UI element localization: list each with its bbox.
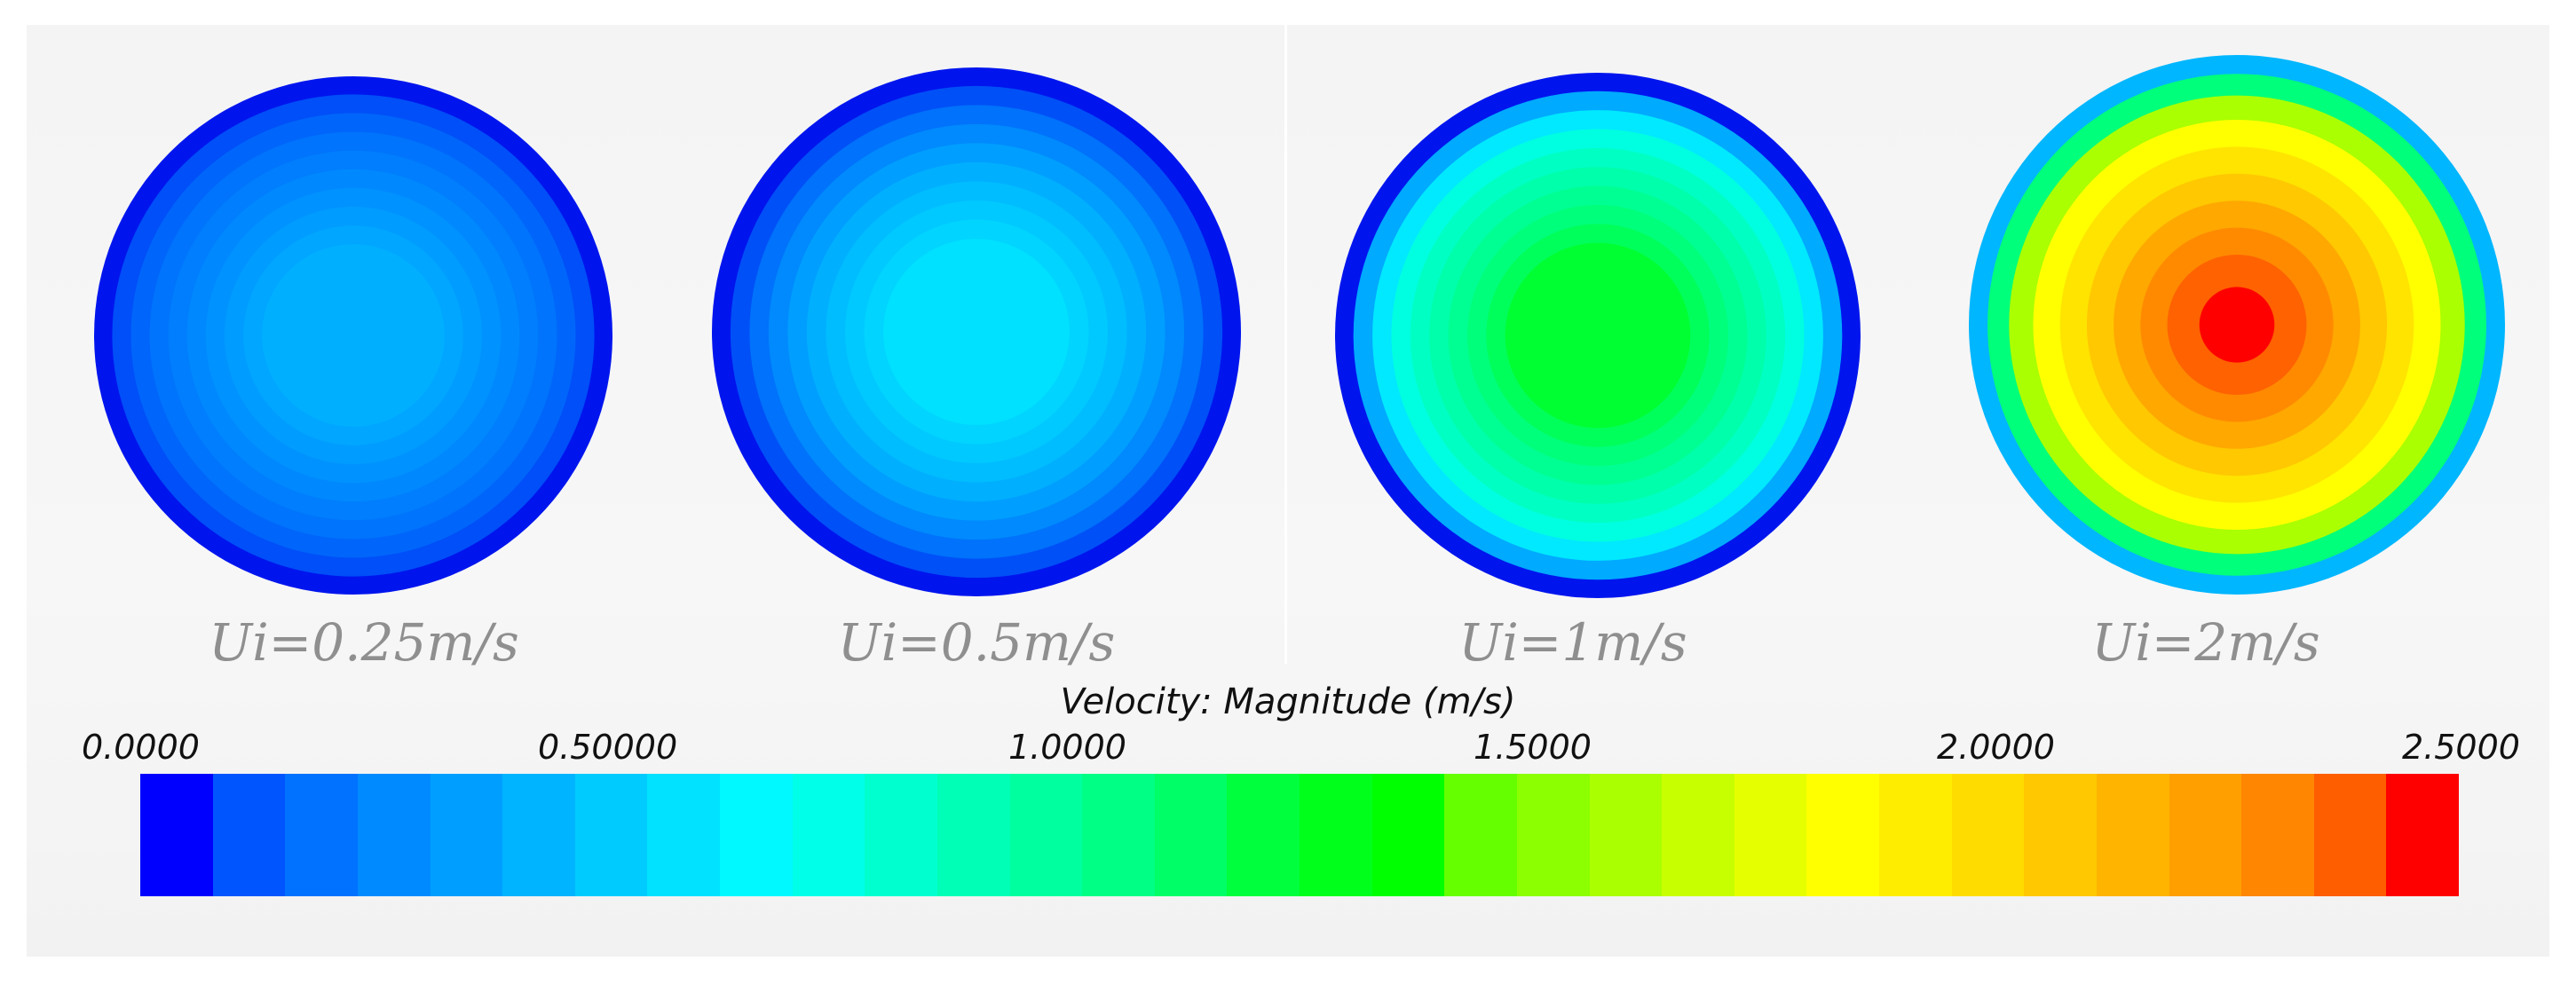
colorbar-segment: [212, 774, 286, 896]
colorbar-segment: [1589, 774, 1663, 896]
colorbar-segment: [2313, 774, 2387, 896]
contour-band: [262, 244, 445, 427]
contour-disc-4: [1969, 55, 2505, 595]
contour-band: [883, 239, 1070, 425]
colorbar-segment: [1516, 774, 1590, 896]
caption-ui-2: Ui=2m/s: [2091, 612, 2320, 673]
colorbar-segment: [2386, 774, 2459, 896]
velocity-colorbar: [140, 774, 2459, 896]
colorbar-segment: [1806, 774, 1879, 896]
colorbar-segment: [430, 774, 503, 896]
colorbar-tick-1: 0.50000: [538, 728, 678, 767]
colorbar-segment: [574, 774, 648, 896]
colorbar-segment: [1371, 774, 1445, 896]
caption-ui-0-5: Ui=0.5m/s: [837, 612, 1116, 673]
colorbar-segment: [1662, 774, 1734, 896]
colorbar-tick-2: 1.0000: [1008, 728, 1126, 767]
colorbar-segment: [1082, 774, 1155, 896]
colorbar-segment: [357, 774, 431, 896]
colorbar-segment: [1009, 774, 1083, 896]
colorbar-segment: [1879, 774, 1952, 896]
colorbar-segment: [647, 774, 720, 896]
colorbar-tick-3: 1.5000: [1474, 728, 1592, 767]
contour-band: [1505, 242, 1691, 429]
colorbar-segment: [2241, 774, 2314, 896]
colorbar-segment: [1227, 774, 1300, 896]
caption-ui-1: Ui=1m/s: [1458, 612, 1687, 673]
colorbar-segment: [2169, 774, 2242, 896]
colorbar-segment: [792, 774, 865, 896]
colorbar-segment: [502, 774, 575, 896]
contour-disc-3: [1335, 73, 1861, 598]
panel-divider: [1284, 25, 1287, 664]
colorbar-segment: [1951, 774, 2025, 896]
colorbar-segment: [1734, 774, 1807, 896]
colorbar-segment: [2024, 774, 2097, 896]
colorbar-segment: [865, 774, 937, 896]
colorbar-tick-0: 0.0000: [82, 728, 200, 767]
colorbar-segment: [2096, 774, 2169, 896]
colorbar-segment: [936, 774, 1010, 896]
colorbar-segment: [1154, 774, 1228, 896]
colorbar-segment: [720, 774, 793, 896]
colorbar-tick-5: 2.5000: [2402, 728, 2520, 767]
colorbar-segment: [1300, 774, 1372, 896]
contour-band: [2199, 287, 2275, 363]
colorbar-tick-4: 2.0000: [1937, 728, 2055, 767]
colorbar-segment: [140, 774, 213, 896]
caption-ui-0-25: Ui=0.25m/s: [209, 612, 519, 673]
colorbar-segment: [1444, 774, 1517, 896]
colorbar-title: Velocity: Magnitude (m/s): [1060, 682, 1516, 722]
colorbar-segment: [285, 774, 358, 896]
contour-disc-1: [94, 76, 612, 595]
contour-disc-2: [712, 67, 1241, 596]
